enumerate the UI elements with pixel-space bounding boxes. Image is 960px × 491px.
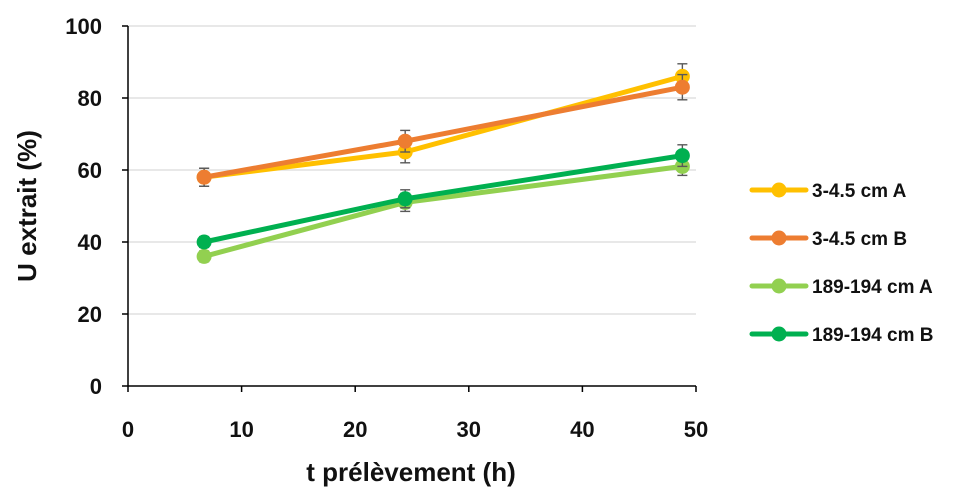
- data-point: [196, 169, 212, 185]
- y-tick-label: 40: [78, 230, 102, 255]
- legend-swatch-marker: [771, 278, 787, 294]
- y-tick-label: 100: [65, 14, 102, 39]
- x-tick-label: 40: [570, 417, 594, 442]
- legend-label: 3-4.5 cm A: [812, 181, 907, 202]
- data-point: [196, 248, 212, 264]
- series-3: [196, 156, 690, 264]
- y-axis-title: U extrait (%): [12, 130, 42, 282]
- x-tick-label: 20: [343, 417, 367, 442]
- data-point: [674, 79, 690, 95]
- y-tick-label: 0: [90, 374, 102, 399]
- legend-item: 189-194 cm B: [749, 325, 933, 346]
- y-tick-label: 80: [78, 86, 102, 111]
- legend-item: 3-4.5 cm B: [749, 229, 907, 250]
- y-tick-label: 20: [78, 302, 102, 327]
- legend-label: 3-4.5 cm B: [812, 229, 907, 250]
- x-tick-label: 10: [229, 417, 253, 442]
- y-tick-labels: 0 20 40 60 80 100: [65, 14, 102, 399]
- data-point: [397, 191, 413, 207]
- series-group: [196, 63, 690, 264]
- legend-swatch-marker: [771, 326, 787, 342]
- x-tick-labels: 0 10 20 30 40 50: [122, 417, 708, 442]
- legend-item: 3-4.5 cm A: [749, 181, 907, 202]
- legend-swatch-marker: [771, 182, 787, 198]
- series-4: [196, 144, 690, 250]
- legend-item: 189-194 cm A: [749, 277, 933, 298]
- legend-label: 189-194 cm A: [812, 277, 933, 298]
- gridlines: [128, 25, 696, 315]
- series-line: [201, 84, 685, 180]
- x-tick-label: 0: [122, 417, 134, 442]
- series-2: [196, 73, 690, 187]
- data-point: [397, 133, 413, 149]
- x-tick-label: 30: [457, 417, 481, 442]
- x-tick-label: 50: [684, 417, 708, 442]
- series-line: [201, 163, 685, 259]
- y-tick-label: 60: [78, 158, 102, 183]
- axes: [122, 25, 697, 392]
- data-point: [196, 234, 212, 250]
- data-point: [674, 148, 690, 164]
- legend: 3-4.5 cm A 3-4.5 cm B 189-194 cm A 189-194 …: [749, 181, 933, 346]
- x-axis-title: t prélèvement (h): [306, 457, 516, 487]
- legend-swatch-marker: [771, 230, 787, 246]
- legend-label: 189-194 cm B: [812, 325, 933, 346]
